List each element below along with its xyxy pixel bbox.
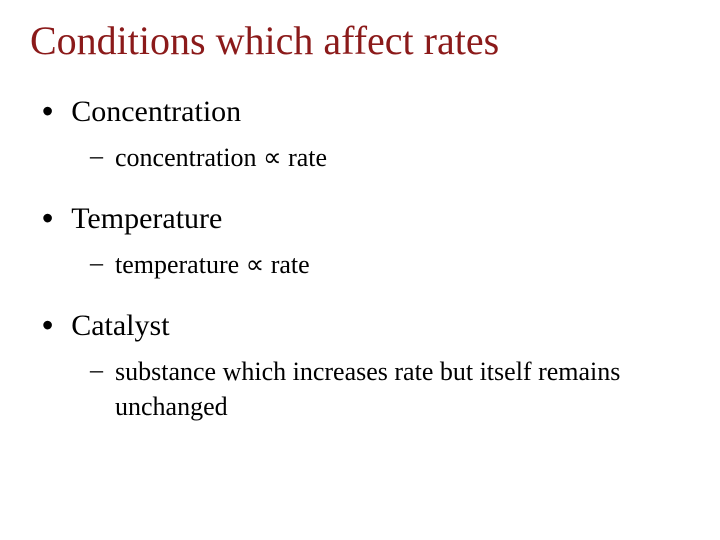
subbullet-text: temperature ∝ rate: [115, 247, 310, 282]
bullet-dot-icon: •: [42, 308, 53, 343]
bullet-catalyst: • Catalyst: [30, 308, 690, 344]
bullet-label: Concentration: [71, 94, 241, 130]
bullet-dash-icon: –: [90, 354, 103, 387]
bullet-label: Catalyst: [71, 308, 169, 344]
bullet-dot-icon: •: [42, 201, 53, 236]
subbullet-text: concentration ∝ rate: [115, 140, 327, 175]
bullet-dot-icon: •: [42, 94, 53, 129]
slide: Conditions which affect rates • Concentr…: [0, 0, 720, 540]
slide-title: Conditions which affect rates: [30, 18, 690, 64]
subbullet-text: substance which increases rate but itsel…: [115, 354, 675, 424]
bullet-temperature: • Temperature: [30, 201, 690, 237]
subbullet-concentration: – concentration ∝ rate: [30, 140, 690, 175]
subbullet-temperature: – temperature ∝ rate: [30, 247, 690, 282]
bullet-concentration: • Concentration: [30, 94, 690, 130]
bullet-dash-icon: –: [90, 140, 103, 173]
bullet-label: Temperature: [71, 201, 222, 237]
subbullet-catalyst: – substance which increases rate but its…: [30, 354, 690, 424]
bullet-dash-icon: –: [90, 247, 103, 280]
